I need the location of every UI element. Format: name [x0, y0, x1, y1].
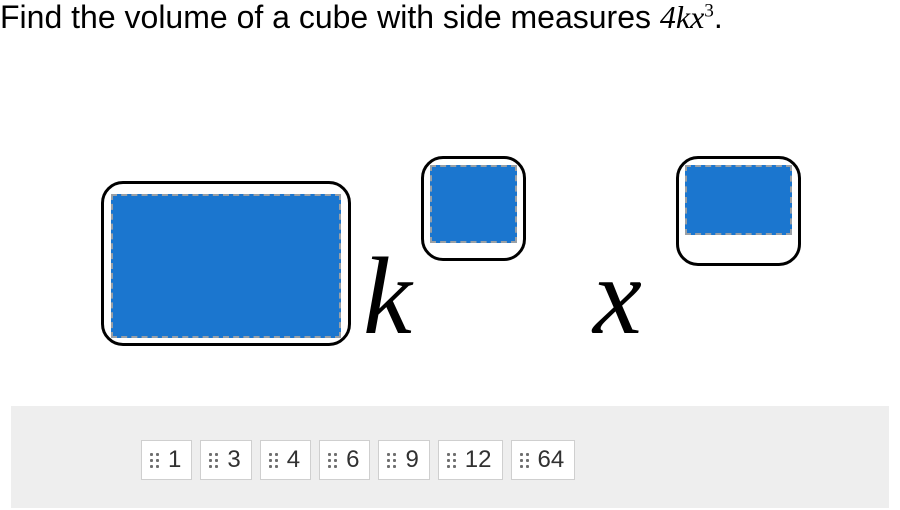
option-64[interactable]: 64	[511, 440, 576, 480]
option-tray-inner: 1 3 4 6 9	[141, 440, 575, 480]
tile-placeholder-k-exponent[interactable]	[430, 165, 517, 243]
tile-placeholder-x-exponent[interactable]	[685, 165, 792, 235]
option-9[interactable]: 9	[378, 440, 429, 480]
option-3[interactable]: 3	[200, 440, 251, 480]
question-math: 4kx3	[660, 0, 714, 35]
option-label: 9	[405, 446, 418, 474]
option-label: 3	[227, 446, 240, 474]
question-coef: 4	[660, 0, 676, 35]
question-var-x: x	[690, 0, 704, 35]
drag-handle-icon	[209, 453, 219, 467]
expression-canvas: k x	[11, 46, 889, 407]
option-12[interactable]: 12	[438, 440, 503, 480]
tile-placeholder-coefficient[interactable]	[111, 194, 341, 338]
option-4[interactable]: 4	[260, 440, 311, 480]
drag-handle-icon	[520, 453, 530, 467]
drag-handle-icon	[150, 453, 160, 467]
option-label: 6	[346, 446, 359, 474]
drag-handle-icon	[269, 453, 279, 467]
drag-handle-icon	[328, 453, 338, 467]
variable-k: k	[363, 241, 412, 351]
option-label: 4	[287, 446, 300, 474]
question-suffix: .	[714, 0, 723, 35]
question-exponent: 3	[704, 0, 714, 21]
option-label: 1	[168, 446, 181, 474]
option-label: 12	[465, 446, 492, 474]
option-1[interactable]: 1	[141, 440, 192, 480]
question-var-k: k	[676, 0, 690, 35]
question-prefix: Find the volume of a cube with side meas…	[0, 0, 660, 35]
option-label: 64	[538, 446, 565, 474]
option-tray: 1 3 4 6 9	[11, 406, 889, 508]
option-6[interactable]: 6	[319, 440, 370, 480]
question-text: Find the volume of a cube with side meas…	[0, 0, 900, 35]
variable-x: x	[593, 241, 642, 351]
work-panel: k x 1 3	[11, 46, 889, 508]
drag-handle-icon	[387, 453, 397, 467]
drag-handle-icon	[447, 453, 457, 467]
